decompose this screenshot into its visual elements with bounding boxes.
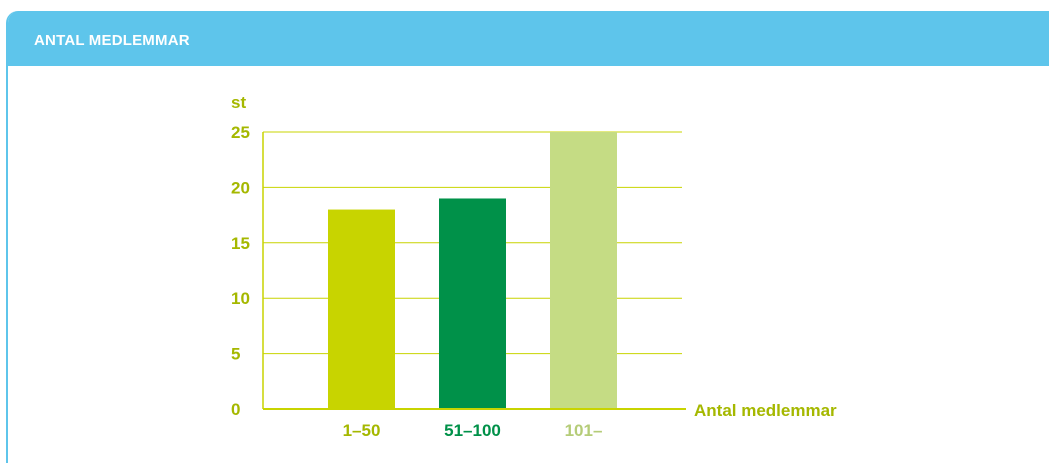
chart-panel: ANTAL MEDLEMMAR <box>6 11 1049 463</box>
y-axis-title: st <box>231 93 246 112</box>
y-tick-label: 20 <box>231 178 250 197</box>
x-tick-label: 101– <box>565 421 603 440</box>
bar-3 <box>550 132 617 409</box>
y-tick-label: 0 <box>231 400 240 419</box>
axes <box>262 132 686 410</box>
bar-2 <box>439 198 506 409</box>
y-tick-label: 25 <box>231 123 250 142</box>
bar-1 <box>328 209 395 409</box>
panel-header: ANTAL MEDLEMMAR <box>8 11 1049 66</box>
x-tick-label: 51–100 <box>444 421 501 440</box>
labels: st Antal medlemmar 0 5 10 15 20 25 1–50 51–100 1… <box>231 93 837 440</box>
x-axis-title: Antal medlemmar <box>694 401 837 420</box>
y-tick-label: 15 <box>231 234 250 253</box>
bars <box>328 132 617 409</box>
y-tick-label: 5 <box>231 345 240 364</box>
y-tick-label: 10 <box>231 289 250 308</box>
panel-title: ANTAL MEDLEMMAR <box>34 32 190 49</box>
x-tick-label: 1–50 <box>343 421 381 440</box>
